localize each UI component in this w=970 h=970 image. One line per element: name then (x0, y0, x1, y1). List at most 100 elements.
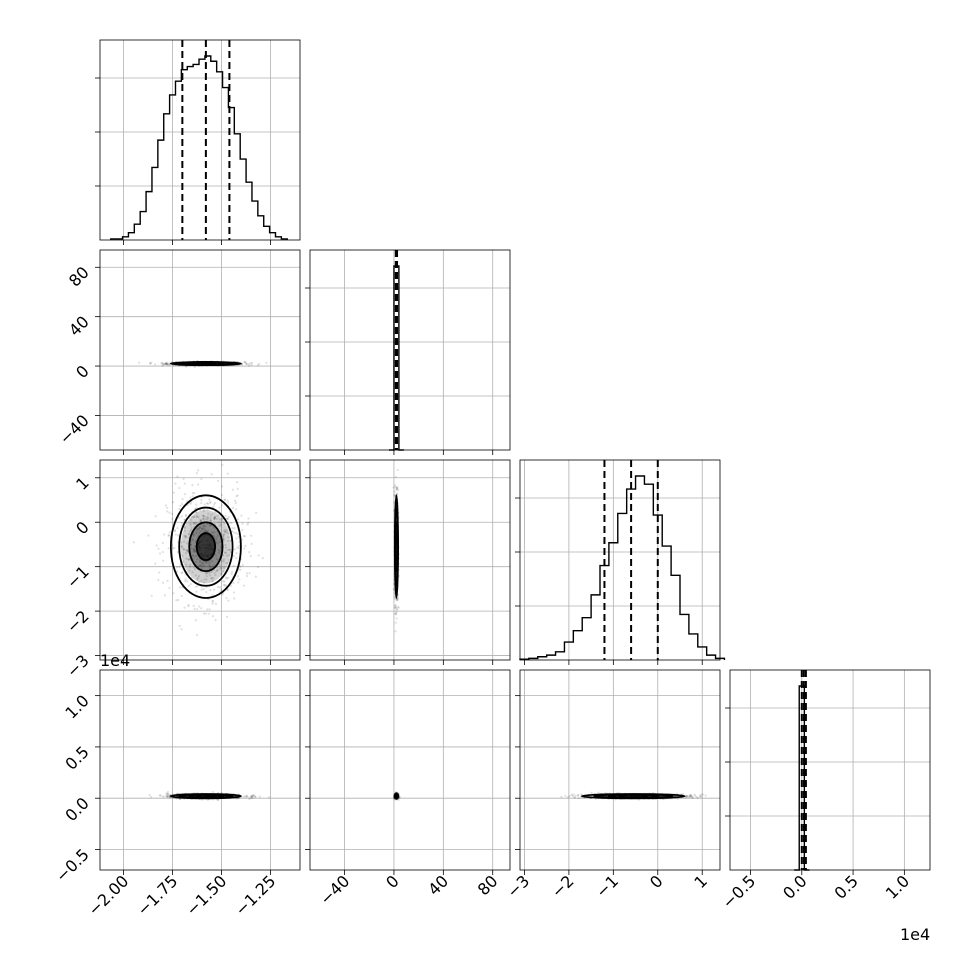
sample-point (172, 491, 175, 494)
sample-point (222, 539, 225, 542)
sample-point (221, 560, 224, 563)
sample-point (203, 564, 206, 567)
sample-point (243, 360, 246, 363)
sample-point (219, 523, 222, 526)
sample-point (248, 572, 251, 575)
scatter-cloud (560, 791, 707, 801)
sample-point (394, 621, 397, 624)
y-tick-label: 1 (72, 473, 93, 494)
sample-point (189, 502, 192, 505)
sample-point (205, 572, 208, 575)
sample-point (148, 362, 152, 365)
sample-point (213, 588, 216, 591)
sample-point (220, 504, 224, 507)
sample-point (195, 560, 198, 564)
sample-point (167, 547, 170, 550)
sample-point (166, 790, 170, 794)
sample-point (218, 524, 221, 527)
sample-point (237, 535, 240, 539)
sample-point (166, 795, 169, 798)
sample-point (245, 363, 248, 366)
sample-point (393, 494, 396, 497)
sample-point (215, 538, 218, 541)
sample-point (396, 607, 399, 611)
sample-point (166, 795, 169, 798)
y-tick-label: 80 (65, 263, 93, 291)
sample-point (225, 530, 228, 533)
panel-3-0: −2.00 −1.75 −1.50 −1.25 −0.5 0.0 0.5 1.0 (52, 669, 301, 919)
sample-point (188, 565, 192, 568)
sample-point (163, 363, 166, 366)
sample-point (232, 581, 235, 585)
sample-point (246, 523, 249, 526)
sample-point (164, 504, 167, 507)
sample-point (180, 546, 183, 549)
sample-point (688, 795, 691, 798)
sample-point (571, 794, 574, 798)
sample-point (234, 501, 237, 504)
sample-point (215, 569, 219, 572)
sample-point (394, 597, 397, 600)
sample-point (178, 565, 181, 569)
sample-point (176, 534, 180, 537)
sample-point (230, 573, 233, 576)
sample-point (395, 617, 398, 620)
sample-point (214, 501, 217, 504)
sample-point (244, 544, 247, 547)
sample-point (191, 484, 194, 487)
panel-3-3: −0.5 0.0 0.5 1.0 (718, 669, 931, 912)
sample-point (213, 516, 216, 519)
sample-point (237, 581, 240, 584)
sample-point (217, 521, 220, 524)
sample-point (213, 535, 216, 538)
sample-point (183, 493, 187, 496)
sample-point (189, 543, 192, 546)
sample-point (178, 586, 181, 589)
sample-point (183, 518, 186, 521)
sample-point (200, 529, 203, 533)
sample-point (206, 529, 210, 533)
sample-point (226, 539, 229, 543)
sample-point (183, 526, 186, 530)
sample-point (184, 513, 187, 517)
sample-point (166, 796, 169, 799)
sample-point (241, 522, 244, 525)
sample-point (216, 558, 220, 561)
sample-point (168, 586, 171, 590)
sample-point (207, 564, 210, 567)
sample-point (245, 574, 249, 578)
sample-point (202, 514, 205, 517)
sample-point (250, 794, 254, 798)
sample-point (193, 566, 196, 569)
sample-point (186, 542, 189, 545)
sample-point (232, 591, 236, 594)
sample-point (691, 796, 694, 800)
sample-point (213, 518, 216, 521)
sample-point (218, 506, 221, 509)
x-tick-label: −2 (548, 871, 578, 901)
sample-point (215, 569, 218, 573)
sample-point (206, 508, 209, 511)
sample-point (158, 552, 162, 555)
sample-point (218, 540, 221, 543)
sample-point (218, 518, 221, 521)
sample-point (192, 522, 195, 525)
sample-point (233, 548, 236, 551)
sample-point (205, 578, 208, 581)
x-tick-label: 1.0 (882, 871, 913, 902)
sample-point (196, 515, 199, 518)
sample-point (200, 501, 203, 505)
sample-point (189, 530, 192, 533)
sample-point (210, 576, 213, 580)
sample-point (250, 542, 253, 546)
sample-point (394, 606, 398, 609)
sample-point (138, 361, 141, 364)
sample-point (225, 576, 228, 579)
panel-frame (309, 459, 511, 661)
histogram-2 (519, 475, 726, 660)
sample-point (206, 608, 209, 611)
sample-point (251, 794, 255, 797)
panel-3-2: −3 −2 −1 0 1 (503, 669, 721, 902)
sample-point (161, 795, 164, 798)
sample-point (395, 487, 399, 490)
